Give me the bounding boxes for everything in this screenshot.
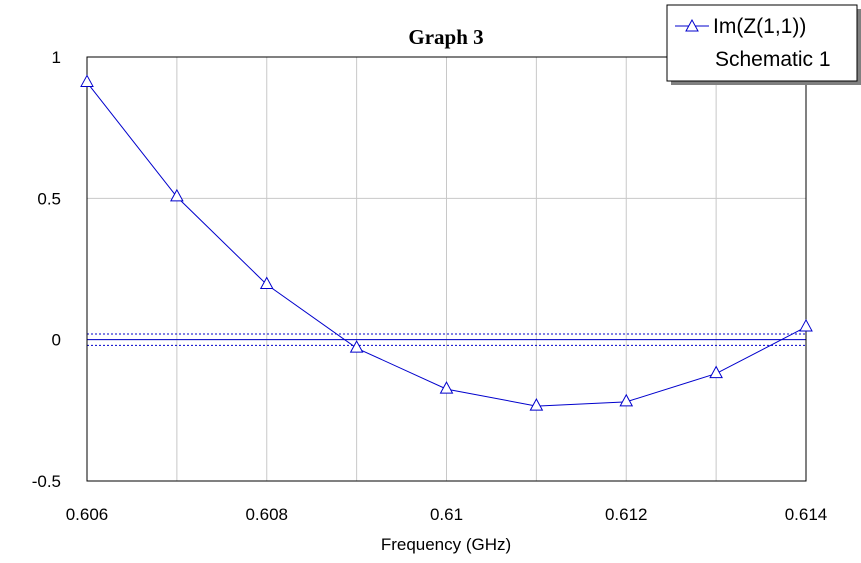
data-point-marker (259, 276, 274, 290)
data-point-marker (619, 393, 634, 407)
legend[interactable]: Im(Z(1,1)) Schematic 1 (666, 4, 861, 85)
legend-box (666, 4, 858, 82)
plot-area-frame (86, 56, 807, 482)
data-point-marker (80, 74, 94, 87)
data-point-marker (799, 318, 813, 332)
x-tick-label: 0.606 (66, 505, 109, 524)
marker-layer (80, 74, 813, 411)
legend-series-source: Schematic 1 (715, 48, 831, 71)
y-tick-label: 0.5 (37, 189, 61, 208)
legend-series-name: Im(Z(1,1)) (713, 15, 806, 38)
x-tick-label: 0.61 (430, 505, 463, 524)
chart-title: Graph 3 (408, 25, 483, 49)
legend-triangle-marker (685, 18, 699, 32)
zero-reference-lines (87, 333, 806, 346)
y-tick-label: 1 (52, 48, 61, 67)
y-tick-label: -0.5 (32, 472, 61, 491)
x-tick-label: 0.608 (245, 505, 288, 524)
x-tick-label: 0.614 (785, 505, 828, 524)
data-point-marker (170, 188, 184, 202)
x-tick-labels: 0.606 0.608 0.61 0.612 0.614 (66, 505, 828, 524)
data-point-marker (529, 398, 544, 411)
x-axis-title: Frequency (GHz) (381, 535, 511, 554)
y-tick-labels: -0.5 0 0.5 1 (32, 48, 61, 491)
data-point-marker (349, 340, 364, 353)
y-tick-label: 0 (52, 331, 61, 350)
x-tick-label: 0.612 (605, 505, 648, 524)
data-point-marker (709, 365, 723, 379)
grid (86, 56, 807, 482)
data-point-marker (439, 381, 454, 394)
